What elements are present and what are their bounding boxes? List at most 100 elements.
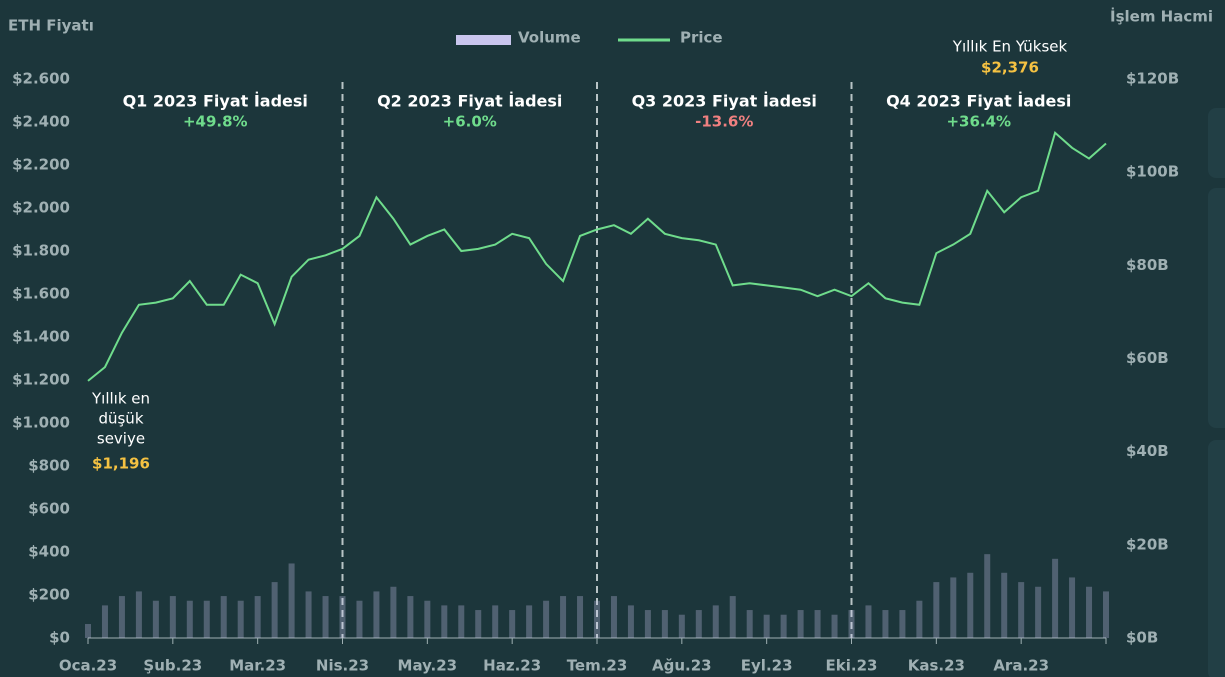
x-tick-label: Eyl.23 <box>741 657 793 675</box>
x-tick-label: Ağu.23 <box>652 657 712 675</box>
high-annotation: Yıllık En Yüksek <box>952 38 1068 56</box>
volume-bar <box>916 600 923 638</box>
side-panel <box>1208 108 1225 178</box>
side-panel <box>1208 440 1225 677</box>
y-axis-title: ETH Fiyatı <box>8 17 94 35</box>
volume-bar <box>271 582 278 638</box>
volume-bar <box>373 591 380 638</box>
volume-bar <box>135 591 142 638</box>
volume-bar <box>237 600 244 638</box>
volume-bar <box>899 610 906 638</box>
price-line <box>87 130 1107 382</box>
volume-bar <box>441 605 448 638</box>
high-annotation-value: $2,376 <box>981 59 1039 77</box>
volume-bar <box>322 596 329 638</box>
x-tick-label: Tem.23 <box>567 657 628 675</box>
x-tick-label: Kas.23 <box>908 657 965 675</box>
y-tick-label: $2.400 <box>12 113 70 131</box>
volume-bar <box>644 610 651 638</box>
y2-tick-label: $120B <box>1126 70 1179 88</box>
volume-bar <box>780 614 787 638</box>
y2-axis-title: İşlem Hacmi <box>1110 7 1213 26</box>
volume-bar <box>543 600 550 638</box>
x-tick-label: Eki.23 <box>826 657 878 675</box>
volume-bar <box>339 596 346 638</box>
y-tick-label: $200 <box>28 586 70 604</box>
volume-bar <box>577 596 584 638</box>
volume-bar <box>390 586 397 638</box>
volume-bar <box>712 605 719 638</box>
quarter-label: Q2 2023 Fiyat İadesi <box>377 92 562 111</box>
x-tick-label: Nis.23 <box>316 657 369 675</box>
quarter-label: Q1 2023 Fiyat İadesi <box>123 92 308 111</box>
volume-bar <box>984 554 991 638</box>
volume-bar <box>305 591 312 638</box>
volume-bar <box>560 596 567 638</box>
volume-bar <box>610 596 617 638</box>
volume-bar <box>220 596 227 638</box>
legend-label: Price <box>680 29 723 47</box>
volume-bar <box>101 605 108 638</box>
volume-bar <box>865 605 872 638</box>
quarter-label: Q4 2023 Fiyat İadesi <box>886 92 1071 111</box>
volume-bar <box>509 610 516 638</box>
y-tick-label: $600 <box>28 500 70 518</box>
y-tick-label: $1.200 <box>12 371 70 389</box>
volume-bar <box>848 610 855 638</box>
volume-bar <box>661 610 668 638</box>
volume-bar <box>933 582 940 638</box>
y-tick-label: $1.000 <box>12 414 70 432</box>
volume-bar <box>763 614 770 638</box>
volume-bar <box>967 572 974 638</box>
low-annotation: düşük <box>98 410 143 428</box>
volume-bar <box>594 600 600 638</box>
y2-tick-label: $80B <box>1126 256 1169 274</box>
x-tick-label: Haz.23 <box>483 657 541 675</box>
x-tick-label: Mar.23 <box>229 657 286 675</box>
low-annotation: seviye <box>97 430 145 448</box>
volume-bar <box>407 596 414 638</box>
volume-bar <box>1069 577 1076 638</box>
volume-bar <box>169 596 176 638</box>
volume-bar <box>746 610 753 638</box>
volume-bar <box>203 600 210 638</box>
volume-bar <box>1103 591 1109 638</box>
y-tick-label: $1.400 <box>12 328 70 346</box>
x-tick-label: Ara.23 <box>993 657 1049 675</box>
volume-bar <box>882 610 889 638</box>
quarter-return: +6.0% <box>443 113 497 131</box>
y-tick-label: $1.600 <box>12 285 70 303</box>
volume-bar <box>1001 572 1008 638</box>
volume-bar <box>627 605 634 638</box>
volume-bar <box>678 614 685 638</box>
volume-bar <box>526 605 533 638</box>
volume-bar <box>254 596 261 638</box>
side-panel <box>1208 188 1225 428</box>
y-tick-label: $400 <box>28 543 70 561</box>
volume-bar <box>1018 582 1025 638</box>
x-tick-label: Oca.23 <box>59 657 117 675</box>
volume-bar <box>950 577 957 638</box>
volume-bar <box>814 610 821 638</box>
volume-bar <box>458 605 465 638</box>
volume-bar <box>118 596 125 638</box>
y2-tick-label: $0B <box>1126 629 1158 647</box>
volume-bar <box>152 600 159 638</box>
y-tick-label: $1.800 <box>12 242 70 260</box>
volume-bar <box>1052 558 1059 638</box>
low-annotation-value: $1,196 <box>92 455 150 473</box>
y-tick-label: $2.600 <box>12 70 70 88</box>
volume-bar <box>695 610 702 638</box>
y2-tick-label: $100B <box>1126 163 1179 181</box>
y-tick-label: $2.200 <box>12 156 70 174</box>
volume-bar <box>1086 586 1093 638</box>
y-tick-label: $0 <box>49 629 70 647</box>
volume-bar <box>797 610 804 638</box>
quarter-return: +49.8% <box>183 113 248 131</box>
quarter-label: Q3 2023 Fiyat İadesi <box>632 92 817 111</box>
legend-label: Volume <box>518 29 581 47</box>
y2-tick-label: $60B <box>1126 349 1169 367</box>
legend-swatch <box>456 35 511 45</box>
